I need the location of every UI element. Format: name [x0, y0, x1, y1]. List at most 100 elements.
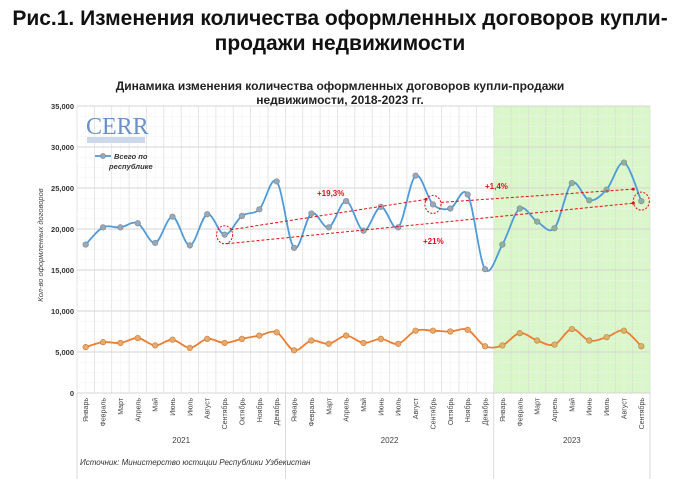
data-point-secondary	[99, 339, 107, 346]
arrow-head	[424, 197, 428, 201]
data-point-total	[516, 205, 523, 212]
arrow-head	[631, 187, 635, 191]
data-point-secondary	[360, 339, 367, 347]
x-tick-label: Март	[535, 397, 542, 415]
x-tick-label: Январь	[292, 398, 299, 422]
data-point-secondary	[395, 340, 402, 347]
x-tick-label: Май	[568, 398, 576, 412]
data-point-total	[343, 198, 350, 205]
data-point-secondary	[516, 330, 523, 337]
data-point-total	[429, 201, 437, 208]
data-point-total	[481, 266, 489, 273]
data-point-total	[221, 231, 228, 238]
x-tick-label: Апрель	[344, 398, 351, 422]
data-point-total	[256, 206, 263, 213]
x-tick-label: Май	[152, 398, 160, 412]
data-point-secondary	[343, 332, 350, 339]
logo-text: CERR	[86, 114, 149, 140]
x-tick-label: Ноябрь	[256, 398, 264, 423]
y-tick-label: 35,000	[51, 102, 74, 111]
data-point-total	[325, 224, 332, 231]
page-title: Рис.1. Изменения количества оформленных …	[0, 6, 680, 56]
data-point-total	[117, 224, 124, 231]
arrow-head	[631, 201, 635, 205]
logo-subtitle-bar	[87, 137, 145, 143]
x-tick-label: Март	[118, 397, 125, 415]
x-tick-label: Ноябрь	[464, 398, 472, 423]
x-tick-label: Август	[621, 397, 628, 419]
data-point-secondary	[638, 343, 645, 350]
data-point-secondary	[377, 335, 384, 342]
x-tick-label: Июль	[187, 398, 194, 416]
x-tick-label: Февраль	[101, 398, 108, 427]
data-point-total	[603, 186, 610, 193]
highlight-circle	[424, 194, 442, 214]
data-point-total	[134, 220, 141, 227]
cerr-logo: CERR	[86, 114, 149, 143]
data-point-total	[412, 172, 419, 179]
x-tick-label: Апрель	[552, 398, 559, 422]
data-point-secondary	[586, 337, 593, 344]
x-tick-label: Февраль	[517, 398, 524, 427]
y-tick-label: 30,000	[51, 143, 74, 152]
y-axis-label: Кол-во оформленных договоров	[36, 188, 45, 301]
data-point-total	[395, 224, 402, 231]
data-point-secondary	[481, 343, 489, 350]
data-point-secondary	[551, 341, 558, 348]
x-tick-label: Октябрь	[238, 398, 246, 425]
data-point-secondary	[152, 342, 159, 349]
trend-line-19-3	[230, 198, 427, 231]
data-point-secondary	[534, 337, 541, 344]
legend-label-1: Всего по	[114, 152, 148, 161]
x-tick-label: Декабрь	[273, 398, 281, 426]
x-tick-label: Декабрь	[482, 398, 490, 426]
data-point-secondary	[620, 327, 628, 334]
data-point-secondary	[568, 325, 575, 333]
data-point-secondary	[447, 328, 454, 335]
data-point-total	[534, 218, 541, 225]
data-point-secondary	[603, 334, 610, 341]
source-note: Источник: Министерство юстиции Республик…	[80, 458, 311, 467]
data-point-total	[204, 211, 211, 218]
x-tick-label: Сентябрь	[429, 398, 437, 430]
data-point-total	[82, 241, 89, 248]
data-point-total	[551, 225, 558, 232]
data-point-total	[360, 227, 367, 234]
x-tick-label: Июнь	[587, 398, 594, 416]
data-point-secondary	[221, 339, 228, 347]
trend-line-21	[226, 202, 634, 245]
data-point-secondary	[499, 342, 506, 349]
data-point-total	[620, 159, 628, 166]
data-point-total	[499, 241, 506, 248]
data-point-total	[169, 213, 176, 220]
x-tick-label: Июль	[604, 398, 611, 416]
annotation-label: +21%	[423, 237, 444, 246]
highlight-circle	[216, 225, 234, 245]
highlight-circle	[632, 191, 650, 211]
x-tick-label: Март	[326, 397, 333, 415]
x-tick-label: Сентябрь	[638, 398, 646, 430]
title-line-1: Рис.1. Изменения количества оформленных …	[12, 7, 668, 30]
data-point-total	[238, 212, 246, 219]
chart-title: Динамика изменения количества оформленны…	[90, 79, 590, 107]
y-tick-label: 20,000	[51, 225, 74, 234]
x-tick-label: Февраль	[309, 398, 316, 427]
x-tick-label: Август	[205, 397, 212, 419]
data-point-secondary	[256, 332, 263, 339]
year-label: 2021	[172, 436, 190, 445]
y-tick-label: 0	[70, 389, 74, 398]
x-tick-label: Апрель	[135, 398, 142, 422]
data-point-secondary	[134, 334, 141, 342]
data-point-secondary	[238, 335, 246, 342]
y-tick-label: 15,000	[51, 266, 74, 275]
data-point-secondary	[464, 326, 471, 333]
x-tick-label: Октябрь	[447, 398, 455, 425]
data-point-total	[568, 179, 575, 187]
x-tick-label: Сентябрь	[221, 398, 229, 430]
chart-title-line-1: Динамика изменения количества оформленны…	[115, 79, 565, 93]
y-tick-label: 25,000	[51, 184, 74, 193]
legend-marker	[100, 153, 106, 159]
data-point-total	[447, 205, 454, 212]
data-point-total	[290, 244, 298, 251]
